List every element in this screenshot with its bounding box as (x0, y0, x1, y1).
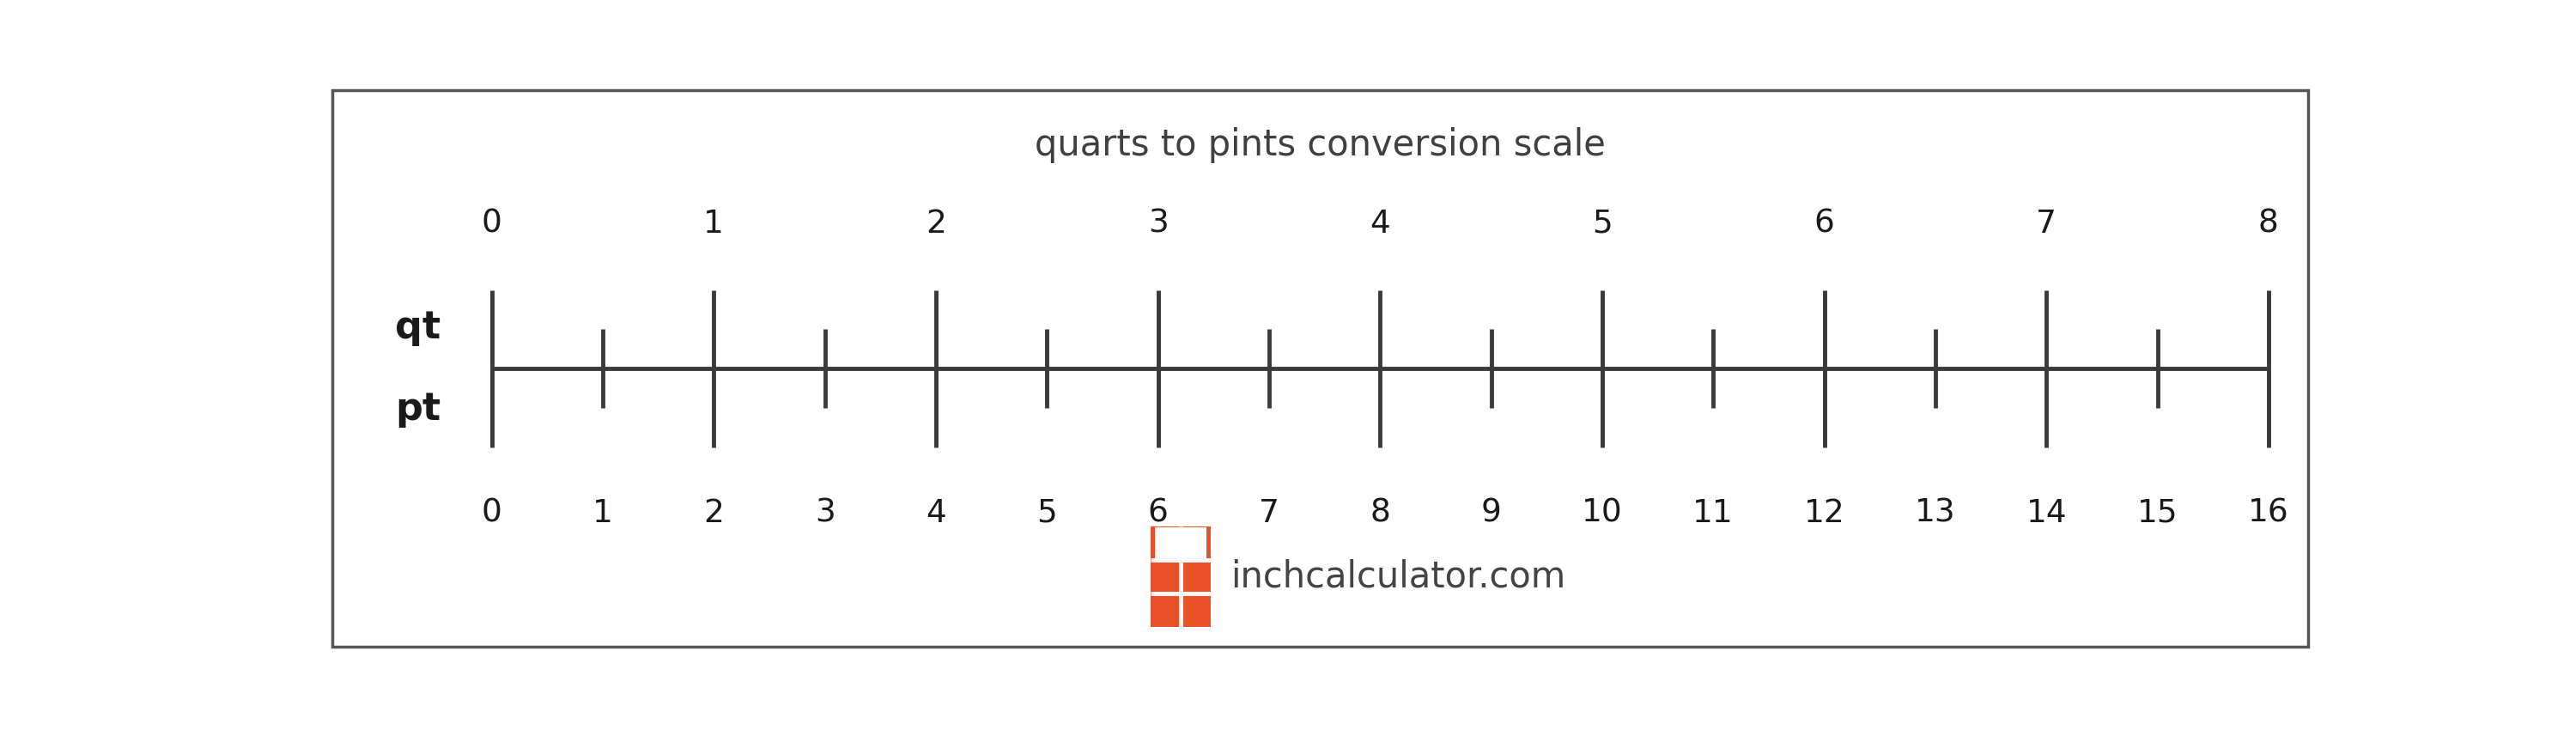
Text: pt: pt (394, 391, 440, 428)
Text: 2: 2 (925, 209, 945, 239)
Text: 4: 4 (1370, 209, 1391, 239)
Text: 2: 2 (703, 498, 724, 529)
Text: 6: 6 (1814, 209, 1834, 239)
Text: 3: 3 (1149, 209, 1167, 239)
Text: 16: 16 (2249, 498, 2290, 529)
Text: 15: 15 (2138, 498, 2177, 529)
Text: 5: 5 (1036, 498, 1056, 529)
Text: 0: 0 (482, 498, 502, 529)
Text: 13: 13 (1914, 498, 1955, 529)
Text: 1: 1 (592, 498, 613, 529)
Text: 8: 8 (1370, 498, 1391, 529)
Text: 6: 6 (1149, 498, 1170, 529)
Text: inchcalculator.com: inchcalculator.com (1231, 558, 1566, 595)
Text: 12: 12 (1803, 498, 1844, 529)
Text: 1: 1 (703, 209, 724, 239)
Text: 7: 7 (1260, 498, 1280, 529)
Text: 11: 11 (1692, 498, 1734, 529)
Bar (1151, 526, 1211, 627)
Text: 10: 10 (1582, 498, 1623, 529)
Text: 7: 7 (2035, 209, 2056, 239)
Text: 0: 0 (482, 209, 502, 239)
Text: qt: qt (394, 310, 440, 346)
Text: 4: 4 (925, 498, 945, 529)
Text: 3: 3 (814, 498, 835, 529)
Text: 14: 14 (2025, 498, 2066, 529)
Text: 5: 5 (1592, 209, 1613, 239)
Text: 8: 8 (2259, 209, 2280, 239)
Text: 9: 9 (1481, 498, 1502, 529)
Text: quarts to pints conversion scale: quarts to pints conversion scale (1036, 127, 1605, 163)
Bar (1154, 528, 1206, 558)
